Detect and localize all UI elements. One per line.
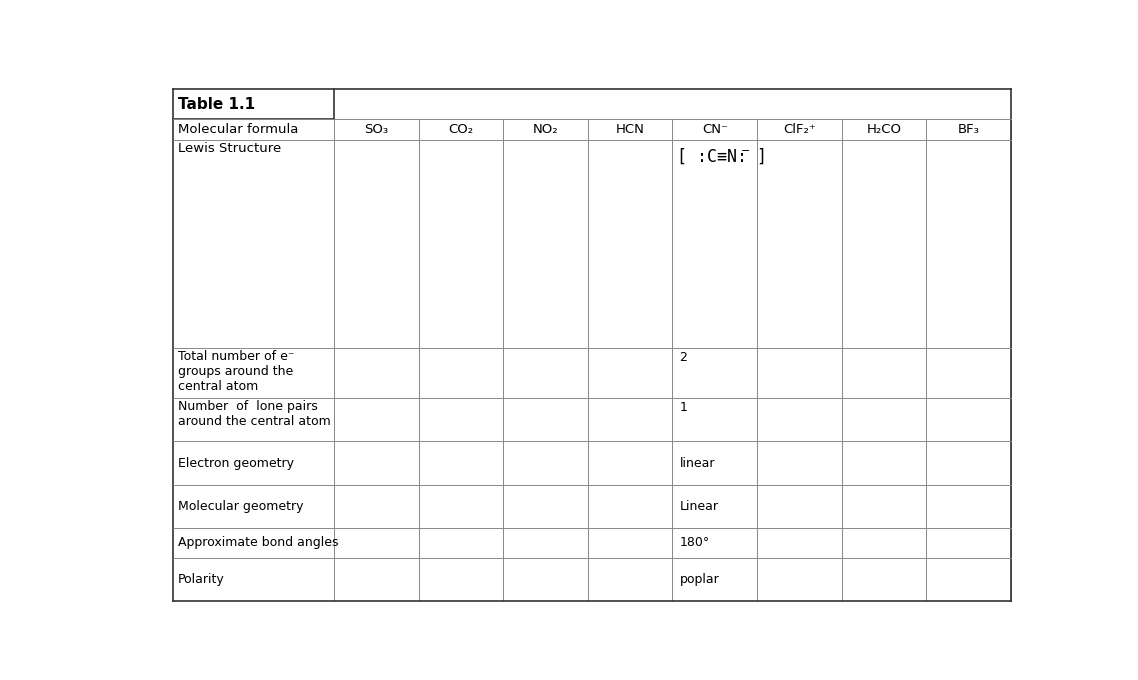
Text: HCN: HCN bbox=[616, 123, 644, 136]
Text: Molecular formula: Molecular formula bbox=[178, 123, 298, 136]
Text: NO₂: NO₂ bbox=[533, 123, 559, 136]
Text: Number  of  lone pairs
around the central atom: Number of lone pairs around the central … bbox=[178, 401, 330, 428]
Text: linear: linear bbox=[679, 456, 715, 470]
Text: SO₃: SO₃ bbox=[364, 123, 388, 136]
Text: ClF₂⁺: ClF₂⁺ bbox=[783, 123, 816, 136]
Text: −: − bbox=[741, 146, 750, 156]
Text: H₂CO: H₂CO bbox=[866, 123, 901, 136]
Text: Linear: Linear bbox=[679, 500, 718, 513]
Text: Approximate bond angles: Approximate bond angles bbox=[178, 537, 338, 549]
Text: Lewis Structure: Lewis Structure bbox=[178, 142, 281, 155]
Text: Molecular geometry: Molecular geometry bbox=[178, 500, 303, 513]
Text: [ :C≡N: ]: [ :C≡N: ] bbox=[677, 148, 767, 166]
Text: CN⁻: CN⁻ bbox=[702, 123, 728, 136]
Text: 180°: 180° bbox=[679, 537, 710, 549]
Text: BF₃: BF₃ bbox=[958, 123, 980, 136]
Text: Table 1.1: Table 1.1 bbox=[178, 97, 255, 112]
Text: poplar: poplar bbox=[679, 573, 719, 586]
Text: 2: 2 bbox=[679, 351, 687, 364]
Text: Total number of e⁻
groups around the
central atom: Total number of e⁻ groups around the cen… bbox=[178, 350, 294, 393]
Text: 1: 1 bbox=[679, 401, 687, 414]
Text: Electron geometry: Electron geometry bbox=[178, 456, 294, 470]
Text: Polarity: Polarity bbox=[178, 573, 224, 586]
Text: CO₂: CO₂ bbox=[448, 123, 473, 136]
